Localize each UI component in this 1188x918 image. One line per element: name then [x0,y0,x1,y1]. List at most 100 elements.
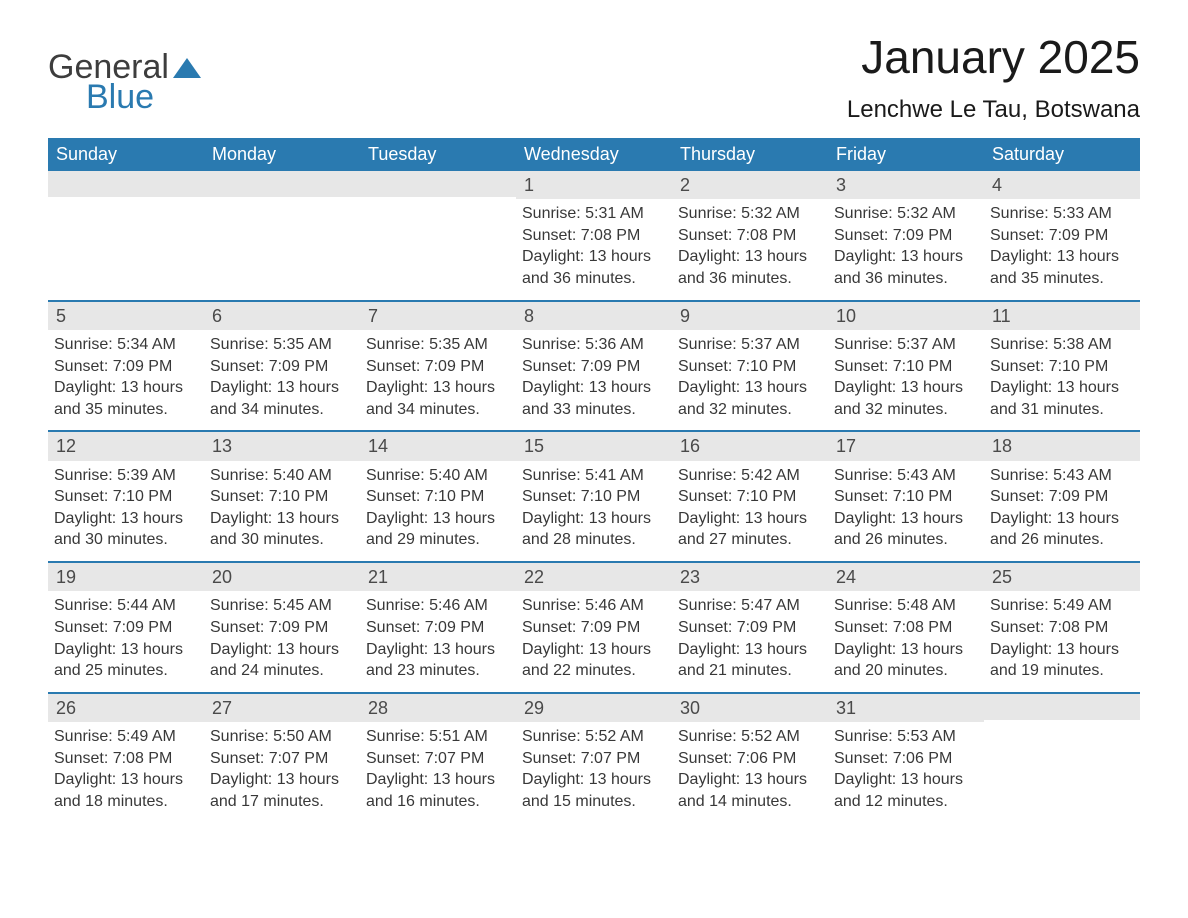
weekday-header: Sunday [48,138,204,171]
day-cell: 6Sunrise: 5:35 AMSunset: 7:09 PMDaylight… [204,302,360,431]
day-cell: 31Sunrise: 5:53 AMSunset: 7:06 PMDayligh… [828,694,984,823]
sunset-text: Sunset: 7:09 PM [990,486,1134,508]
sunset-text: Sunset: 7:09 PM [834,225,978,247]
sunset-text: Sunset: 7:09 PM [54,356,198,378]
day-cell: 16Sunrise: 5:42 AMSunset: 7:10 PMDayligh… [672,432,828,561]
day-number: 1 [516,171,672,199]
logo-triangle-icon [173,58,187,78]
daylight-text: Daylight: 13 hours and 23 minutes. [366,639,510,682]
day-number: 19 [48,563,204,591]
sunset-text: Sunset: 7:06 PM [678,748,822,770]
day-number: 6 [204,302,360,330]
day-cell: 18Sunrise: 5:43 AMSunset: 7:09 PMDayligh… [984,432,1140,561]
daylight-text: Daylight: 13 hours and 29 minutes. [366,508,510,551]
daylight-text: Daylight: 13 hours and 15 minutes. [522,769,666,812]
day-number: 20 [204,563,360,591]
sunset-text: Sunset: 7:07 PM [366,748,510,770]
day-number: 23 [672,563,828,591]
sunset-text: Sunset: 7:08 PM [678,225,822,247]
sunrise-text: Sunrise: 5:52 AM [522,726,666,748]
day-number: 28 [360,694,516,722]
day-cell [48,171,204,300]
daylight-text: Daylight: 13 hours and 35 minutes. [990,246,1134,289]
sunrise-text: Sunrise: 5:32 AM [678,203,822,225]
daylight-text: Daylight: 13 hours and 36 minutes. [522,246,666,289]
day-cell: 24Sunrise: 5:48 AMSunset: 7:08 PMDayligh… [828,563,984,692]
week-row: 26 Sunrise: 5:49 AMSunset: 7:08 PM Dayligh… [48,692,1140,823]
day-number [360,171,516,197]
page-title: January 2025 [847,30,1140,84]
day-number: 13 [204,432,360,460]
day-number: 12 [48,432,204,460]
day-cell: 28Sunrise: 5:51 AMSunset: 7:07 PMDayligh… [360,694,516,823]
daylight-text: Daylight: 13 hours and 25 minutes. [54,639,198,682]
week-row: 19Sunrise: 5:44 AMSunset: 7:09 PMDayligh… [48,561,1140,692]
daylight-text: Daylight: 13 hours and 33 minutes. [522,377,666,420]
sunset-text: Sunset: 7:09 PM [990,225,1134,247]
day-number: 26 [48,694,204,722]
sunrise-text: Sunrise: 5:40 AM [366,465,510,487]
sunrise-text: Sunrise: 5:49 AM [54,726,198,748]
day-number [48,171,204,197]
day-number: 9 [672,302,828,330]
sunset-text: Sunset: 7:10 PM [990,356,1134,378]
daylight-text: Daylight: 13 hours and 12 minutes. [834,769,978,812]
sunrise-text: Sunrise: 5:43 AM [990,465,1134,487]
day-cell: 12Sunrise: 5:39 AMSunset: 7:10 PMDayligh… [48,432,204,561]
sunrise-text: Sunrise: 5:33 AM [990,203,1134,225]
day-cell [204,171,360,300]
sunrise-text: Sunrise: 5:39 AM [54,465,198,487]
sunset-text: Sunset: 7:09 PM [210,356,354,378]
day-number: 7 [360,302,516,330]
day-cell: 23Sunrise: 5:47 AMSunset: 7:09 PMDayligh… [672,563,828,692]
sunrise-text: Sunrise: 5:34 AM [54,334,198,356]
day-cell: 7Sunrise: 5:35 AMSunset: 7:09 PMDaylight… [360,302,516,431]
daylight-text: Daylight: 13 hours and 32 minutes. [678,377,822,420]
location: Lenchwe Le Tau, Botswana [847,96,1140,124]
weekday-header: Thursday [672,138,828,171]
sunrise-text: Sunrise: 5:51 AM [366,726,510,748]
weekday-header: Monday [204,138,360,171]
day-cell: 27Sunrise: 5:50 AMSunset: 7:07 PMDayligh… [204,694,360,823]
day-cell [360,171,516,300]
weeks-container: 1Sunrise: 5:31 AMSunset: 7:08 PMDaylight… [48,171,1140,822]
day-number [204,171,360,197]
sunset-text: Sunset: 7:07 PM [522,748,666,770]
sunrise-text: Sunrise: 5:45 AM [210,595,354,617]
day-number: 2 [672,171,828,199]
sunrise-text: Sunrise: 5:46 AM [366,595,510,617]
daylight-text: Daylight: 13 hours and 19 minutes. [990,639,1134,682]
sunrise-text: Sunrise: 5:40 AM [210,465,354,487]
day-number: 21 [360,563,516,591]
sunrise-text: Sunrise: 5:47 AM [678,595,822,617]
week-row: 1Sunrise: 5:31 AMSunset: 7:08 PMDaylight… [48,171,1140,300]
day-cell: 25Sunrise: 5:49 AMSunset: 7:08 PMDayligh… [984,563,1140,692]
day-number: 18 [984,432,1140,460]
sunset-text: Sunset: 7:08 PM [54,748,198,770]
day-number: 25 [984,563,1140,591]
daylight-text: Daylight: 13 hours and 32 minutes. [834,377,978,420]
weekday-header: Tuesday [360,138,516,171]
weekday-header: Friday [828,138,984,171]
day-cell: 5Sunrise: 5:34 AMSunset: 7:09 PMDaylight… [48,302,204,431]
sunrise-text: Sunrise: 5:43 AM [834,465,978,487]
sunrise-text: Sunrise: 5:38 AM [990,334,1134,356]
sunrise-text: Sunrise: 5:37 AM [834,334,978,356]
sunrise-text: Sunrise: 5:44 AM [54,595,198,617]
weekday-header: Wednesday [516,138,672,171]
sunset-text: Sunset: 7:09 PM [522,356,666,378]
daylight-text: Daylight: 13 hours and 14 minutes. [678,769,822,812]
logo-triangle-icon [187,58,201,78]
day-cell: 13Sunrise: 5:40 AMSunset: 7:10 PMDayligh… [204,432,360,561]
sunset-text: Sunset: 7:10 PM [834,486,978,508]
weekday-header: Saturday [984,138,1140,171]
sunset-text: Sunset: 7:10 PM [54,486,198,508]
week-row: 12Sunrise: 5:39 AMSunset: 7:10 PMDayligh… [48,430,1140,561]
sunrise-text: Sunrise: 5:49 AM [990,595,1134,617]
day-cell: 14Sunrise: 5:40 AMSunset: 7:10 PMDayligh… [360,432,516,561]
daylight-text: Daylight: 13 hours and 34 minutes. [210,377,354,420]
day-cell: 22Sunrise: 5:46 AMSunset: 7:09 PMDayligh… [516,563,672,692]
day-cell: 29Sunrise: 5:52 AMSunset: 7:07 PMDayligh… [516,694,672,823]
day-number: 16 [672,432,828,460]
sunrise-text: Sunrise: 5:48 AM [834,595,978,617]
